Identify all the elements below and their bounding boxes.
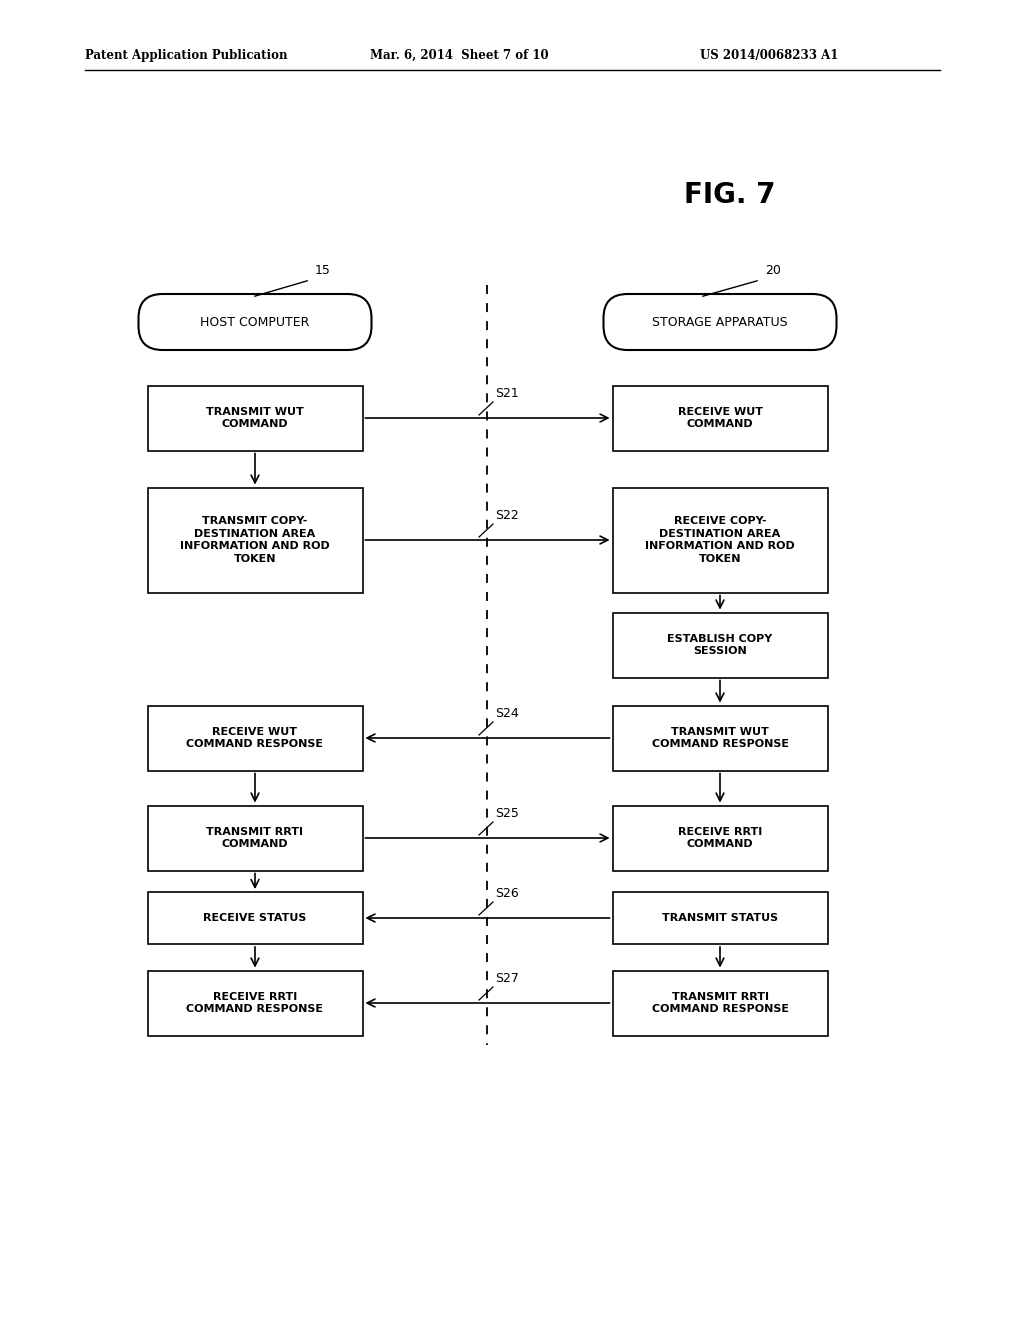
- Bar: [147, 705, 362, 771]
- Text: TRANSMIT RRTI
COMMAND: TRANSMIT RRTI COMMAND: [207, 826, 303, 849]
- Bar: [612, 487, 827, 593]
- Text: ESTABLISH COPY
SESSION: ESTABLISH COPY SESSION: [668, 634, 773, 656]
- Text: HOST COMPUTER: HOST COMPUTER: [201, 315, 309, 329]
- Bar: [612, 612, 827, 677]
- Text: TRANSMIT COPY-
DESTINATION AREA
INFORMATION AND ROD
TOKEN: TRANSMIT COPY- DESTINATION AREA INFORMAT…: [180, 516, 330, 564]
- Text: S24: S24: [495, 708, 519, 719]
- Bar: [612, 705, 827, 771]
- Bar: [147, 970, 362, 1035]
- Bar: [147, 805, 362, 870]
- Text: S21: S21: [495, 387, 519, 400]
- Text: TRANSMIT RRTI
COMMAND RESPONSE: TRANSMIT RRTI COMMAND RESPONSE: [651, 991, 788, 1014]
- Bar: [612, 385, 827, 450]
- Bar: [612, 970, 827, 1035]
- Text: Mar. 6, 2014  Sheet 7 of 10: Mar. 6, 2014 Sheet 7 of 10: [370, 49, 549, 62]
- Text: STORAGE APPARATUS: STORAGE APPARATUS: [652, 315, 787, 329]
- Text: TRANSMIT WUT
COMMAND RESPONSE: TRANSMIT WUT COMMAND RESPONSE: [651, 726, 788, 750]
- FancyBboxPatch shape: [603, 294, 837, 350]
- Text: RECEIVE RRTI
COMMAND: RECEIVE RRTI COMMAND: [678, 826, 762, 849]
- Text: US 2014/0068233 A1: US 2014/0068233 A1: [700, 49, 839, 62]
- Text: 20: 20: [765, 264, 781, 277]
- Text: S25: S25: [495, 807, 519, 820]
- Text: Patent Application Publication: Patent Application Publication: [85, 49, 288, 62]
- Bar: [147, 892, 362, 944]
- Bar: [612, 892, 827, 944]
- Text: 15: 15: [315, 264, 331, 277]
- Bar: [612, 805, 827, 870]
- Text: RECEIVE WUT
COMMAND RESPONSE: RECEIVE WUT COMMAND RESPONSE: [186, 726, 324, 750]
- Text: S26: S26: [495, 887, 519, 900]
- Text: TRANSMIT WUT
COMMAND: TRANSMIT WUT COMMAND: [206, 407, 304, 429]
- Bar: [147, 487, 362, 593]
- Bar: [147, 385, 362, 450]
- Text: FIG. 7: FIG. 7: [684, 181, 776, 209]
- FancyBboxPatch shape: [138, 294, 372, 350]
- Text: TRANSMIT STATUS: TRANSMIT STATUS: [662, 913, 778, 923]
- Text: RECEIVE STATUS: RECEIVE STATUS: [204, 913, 306, 923]
- Text: S22: S22: [495, 510, 519, 521]
- Text: RECEIVE WUT
COMMAND: RECEIVE WUT COMMAND: [678, 407, 763, 429]
- Text: S27: S27: [495, 972, 519, 985]
- Text: RECEIVE RRTI
COMMAND RESPONSE: RECEIVE RRTI COMMAND RESPONSE: [186, 991, 324, 1014]
- Text: RECEIVE COPY-
DESTINATION AREA
INFORMATION AND ROD
TOKEN: RECEIVE COPY- DESTINATION AREA INFORMATI…: [645, 516, 795, 564]
